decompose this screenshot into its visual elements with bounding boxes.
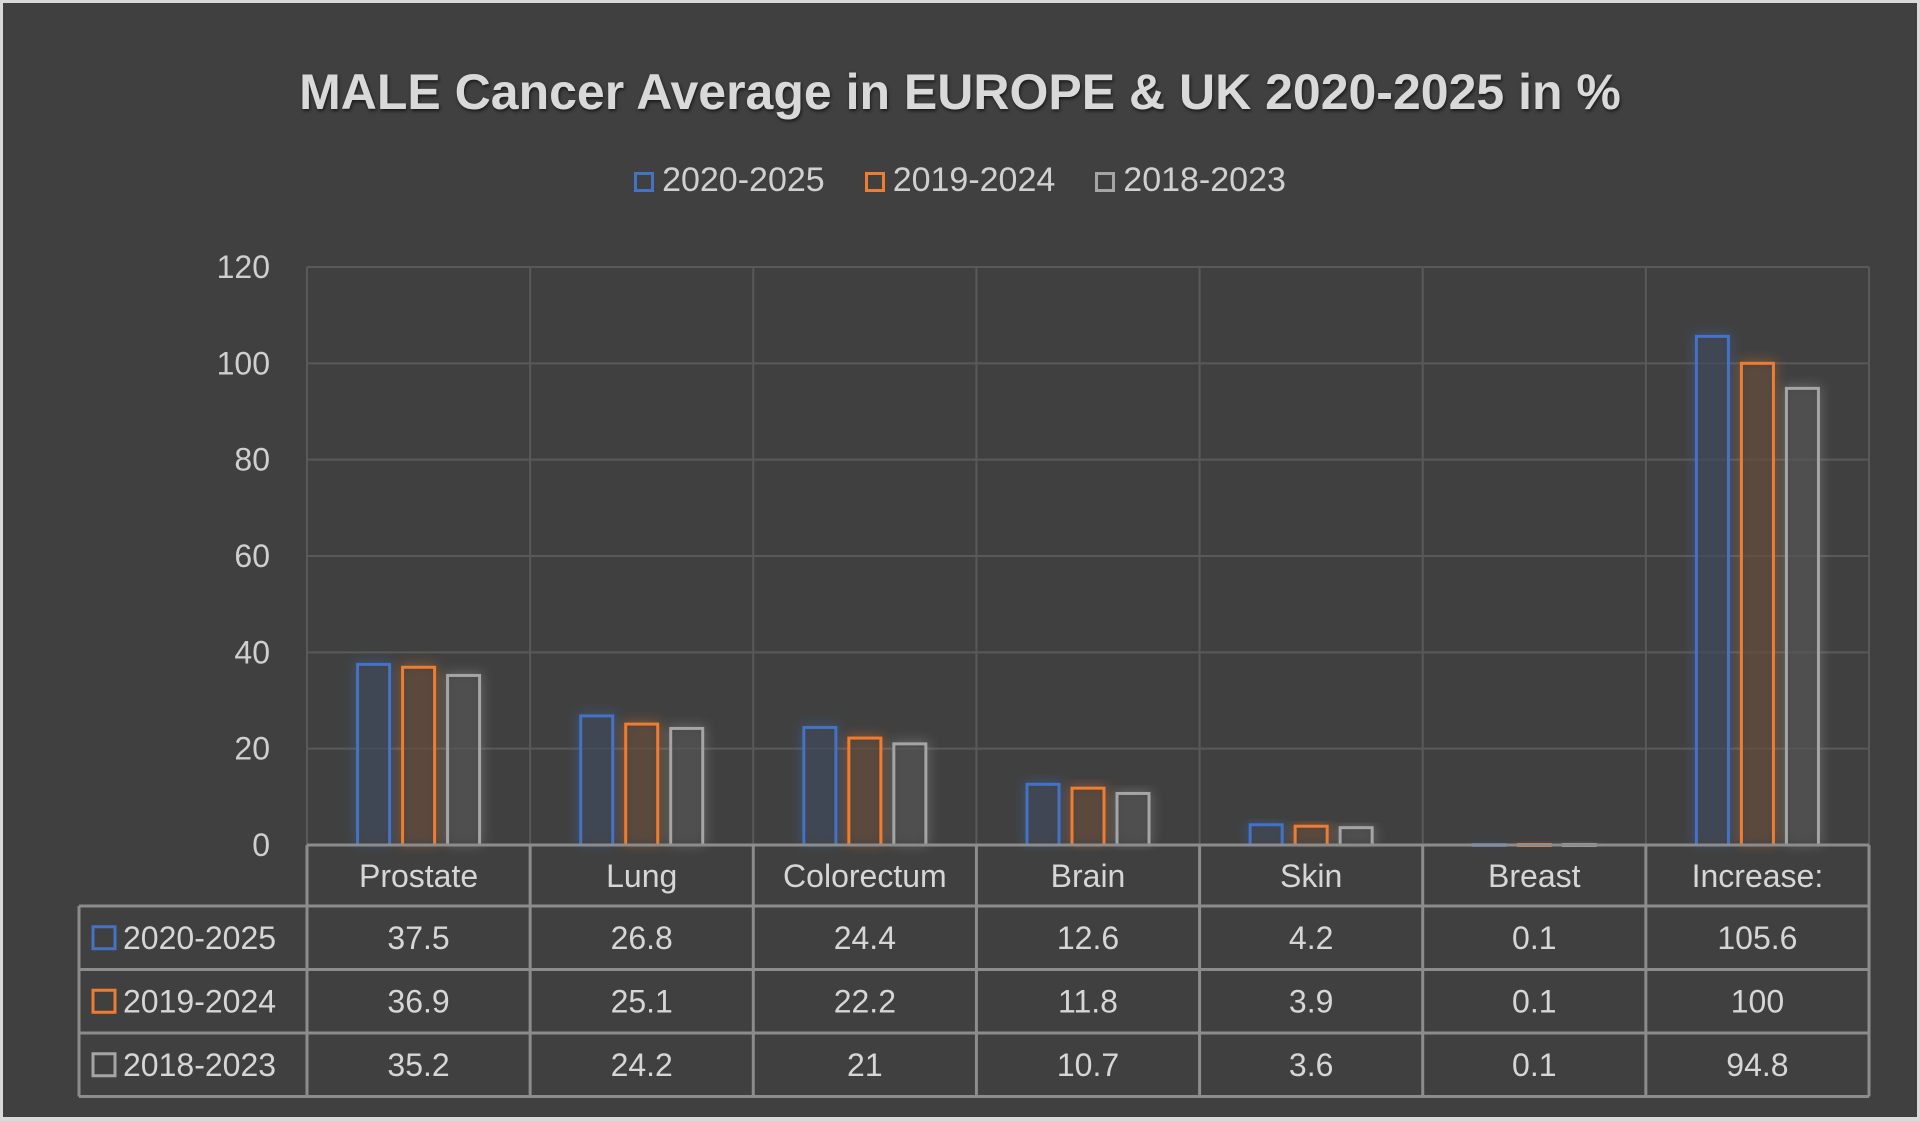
table-cell-value: 94.8 (1726, 1047, 1788, 1083)
table-cell-value: 11.8 (1058, 983, 1118, 1019)
legend-item: 2020-2025 (634, 161, 825, 200)
y-tick-label: 120 (217, 249, 270, 285)
x-category-label: Breast (1488, 858, 1581, 894)
legend-item: 2019-2024 (864, 161, 1056, 200)
y-tick-label: 0 (252, 827, 270, 863)
bar-2019-2024 (1293, 824, 1329, 847)
bar-2020-2025 (356, 662, 392, 847)
chart-area: MALE Cancer Average in EUROPE & UK 2020-… (3, 3, 1917, 1117)
table-legend-key-icon (91, 988, 117, 1014)
table-row-label: 2019-2024 (123, 983, 276, 1019)
table-cell-value: 24.2 (611, 1047, 673, 1083)
table-cell-value: 21 (847, 1047, 883, 1083)
bar-2018-2023 (1784, 386, 1820, 847)
table-cell-value: 36.9 (387, 983, 449, 1019)
table-cell-value: 4.2 (1289, 920, 1333, 956)
legend-item: 2018-2023 (1095, 161, 1286, 200)
table-cell-value: 12.6 (1057, 920, 1119, 956)
bar-2018-2023 (1338, 826, 1374, 847)
y-tick-label: 40 (234, 634, 270, 670)
table-cell-value: 0.1 (1512, 920, 1556, 956)
table-row-label: 2018-2023 (123, 1047, 276, 1083)
x-category-label: Brain (1051, 858, 1126, 894)
table-cell-value: 100 (1731, 983, 1784, 1019)
y-tick-label: 60 (234, 538, 270, 574)
y-tick-label: 100 (217, 345, 270, 381)
chart-title: MALE Cancer Average in EUROPE & UK 2020-… (299, 64, 1621, 120)
x-category-label: Increase: (1692, 858, 1824, 894)
bar-2019-2024 (847, 736, 883, 847)
table-cell-value: 0.1 (1512, 983, 1556, 1019)
x-category-label: Colorectum (783, 858, 947, 894)
legend-label: 2019-2024 (892, 161, 1056, 199)
bar-2018-2023 (446, 673, 482, 847)
table-cell-value: 105.6 (1717, 920, 1797, 956)
x-category-label: Lung (606, 858, 677, 894)
y-tick-label: 20 (234, 731, 270, 767)
legend-swatch-icon (634, 171, 655, 192)
table-cell-value: 22.2 (834, 983, 896, 1019)
table-cell-value: 3.6 (1289, 1047, 1333, 1083)
table-cell-value: 37.5 (387, 920, 449, 956)
y-tick-label: 80 (234, 442, 270, 478)
bar-2019-2024 (401, 665, 437, 847)
bar-2019-2024 (624, 722, 660, 847)
x-category-label: Prostate (359, 858, 478, 894)
table-cell-value: 26.8 (611, 920, 673, 956)
legend-label: 2018-2023 (1123, 161, 1286, 199)
x-category-label: Skin (1280, 858, 1342, 894)
table-legend-key-icon (91, 925, 117, 951)
table-cell-value: 0.1 (1512, 1047, 1556, 1083)
bar-2019-2024 (1070, 786, 1106, 847)
table-cell-value: 10.7 (1057, 1047, 1119, 1083)
legend-swatch-icon (1095, 171, 1116, 192)
plot-svg: 0 20 40 60 80 100 120 Prostate Lung Colorectum Bra… (77, 249, 1871, 1098)
table-row-label: 2020-2025 (123, 920, 276, 956)
table-cell-value: 24.4 (834, 920, 896, 956)
legend-label: 2020-2025 (662, 161, 825, 199)
bar-2020-2025 (1248, 823, 1284, 847)
table-cell-value: 25.1 (611, 983, 673, 1019)
bar-2018-2023 (669, 726, 705, 847)
legend-swatch-icon (864, 171, 885, 192)
bar-2020-2025 (1025, 782, 1061, 847)
bar-2020-2025 (579, 714, 615, 847)
bar-2020-2025 (1694, 334, 1730, 847)
table-cell-value: 3.9 (1289, 983, 1333, 1019)
bar-2020-2025 (802, 725, 838, 847)
legend: 2020-2025 2019-2024 2018-2023 (3, 161, 1917, 200)
table-legend-key-icon (91, 1052, 117, 1078)
bar-2018-2023 (1115, 791, 1151, 847)
bar-2018-2023 (892, 742, 928, 847)
table-cell-value: 35.2 (387, 1047, 449, 1083)
bar-2019-2024 (1739, 361, 1775, 847)
